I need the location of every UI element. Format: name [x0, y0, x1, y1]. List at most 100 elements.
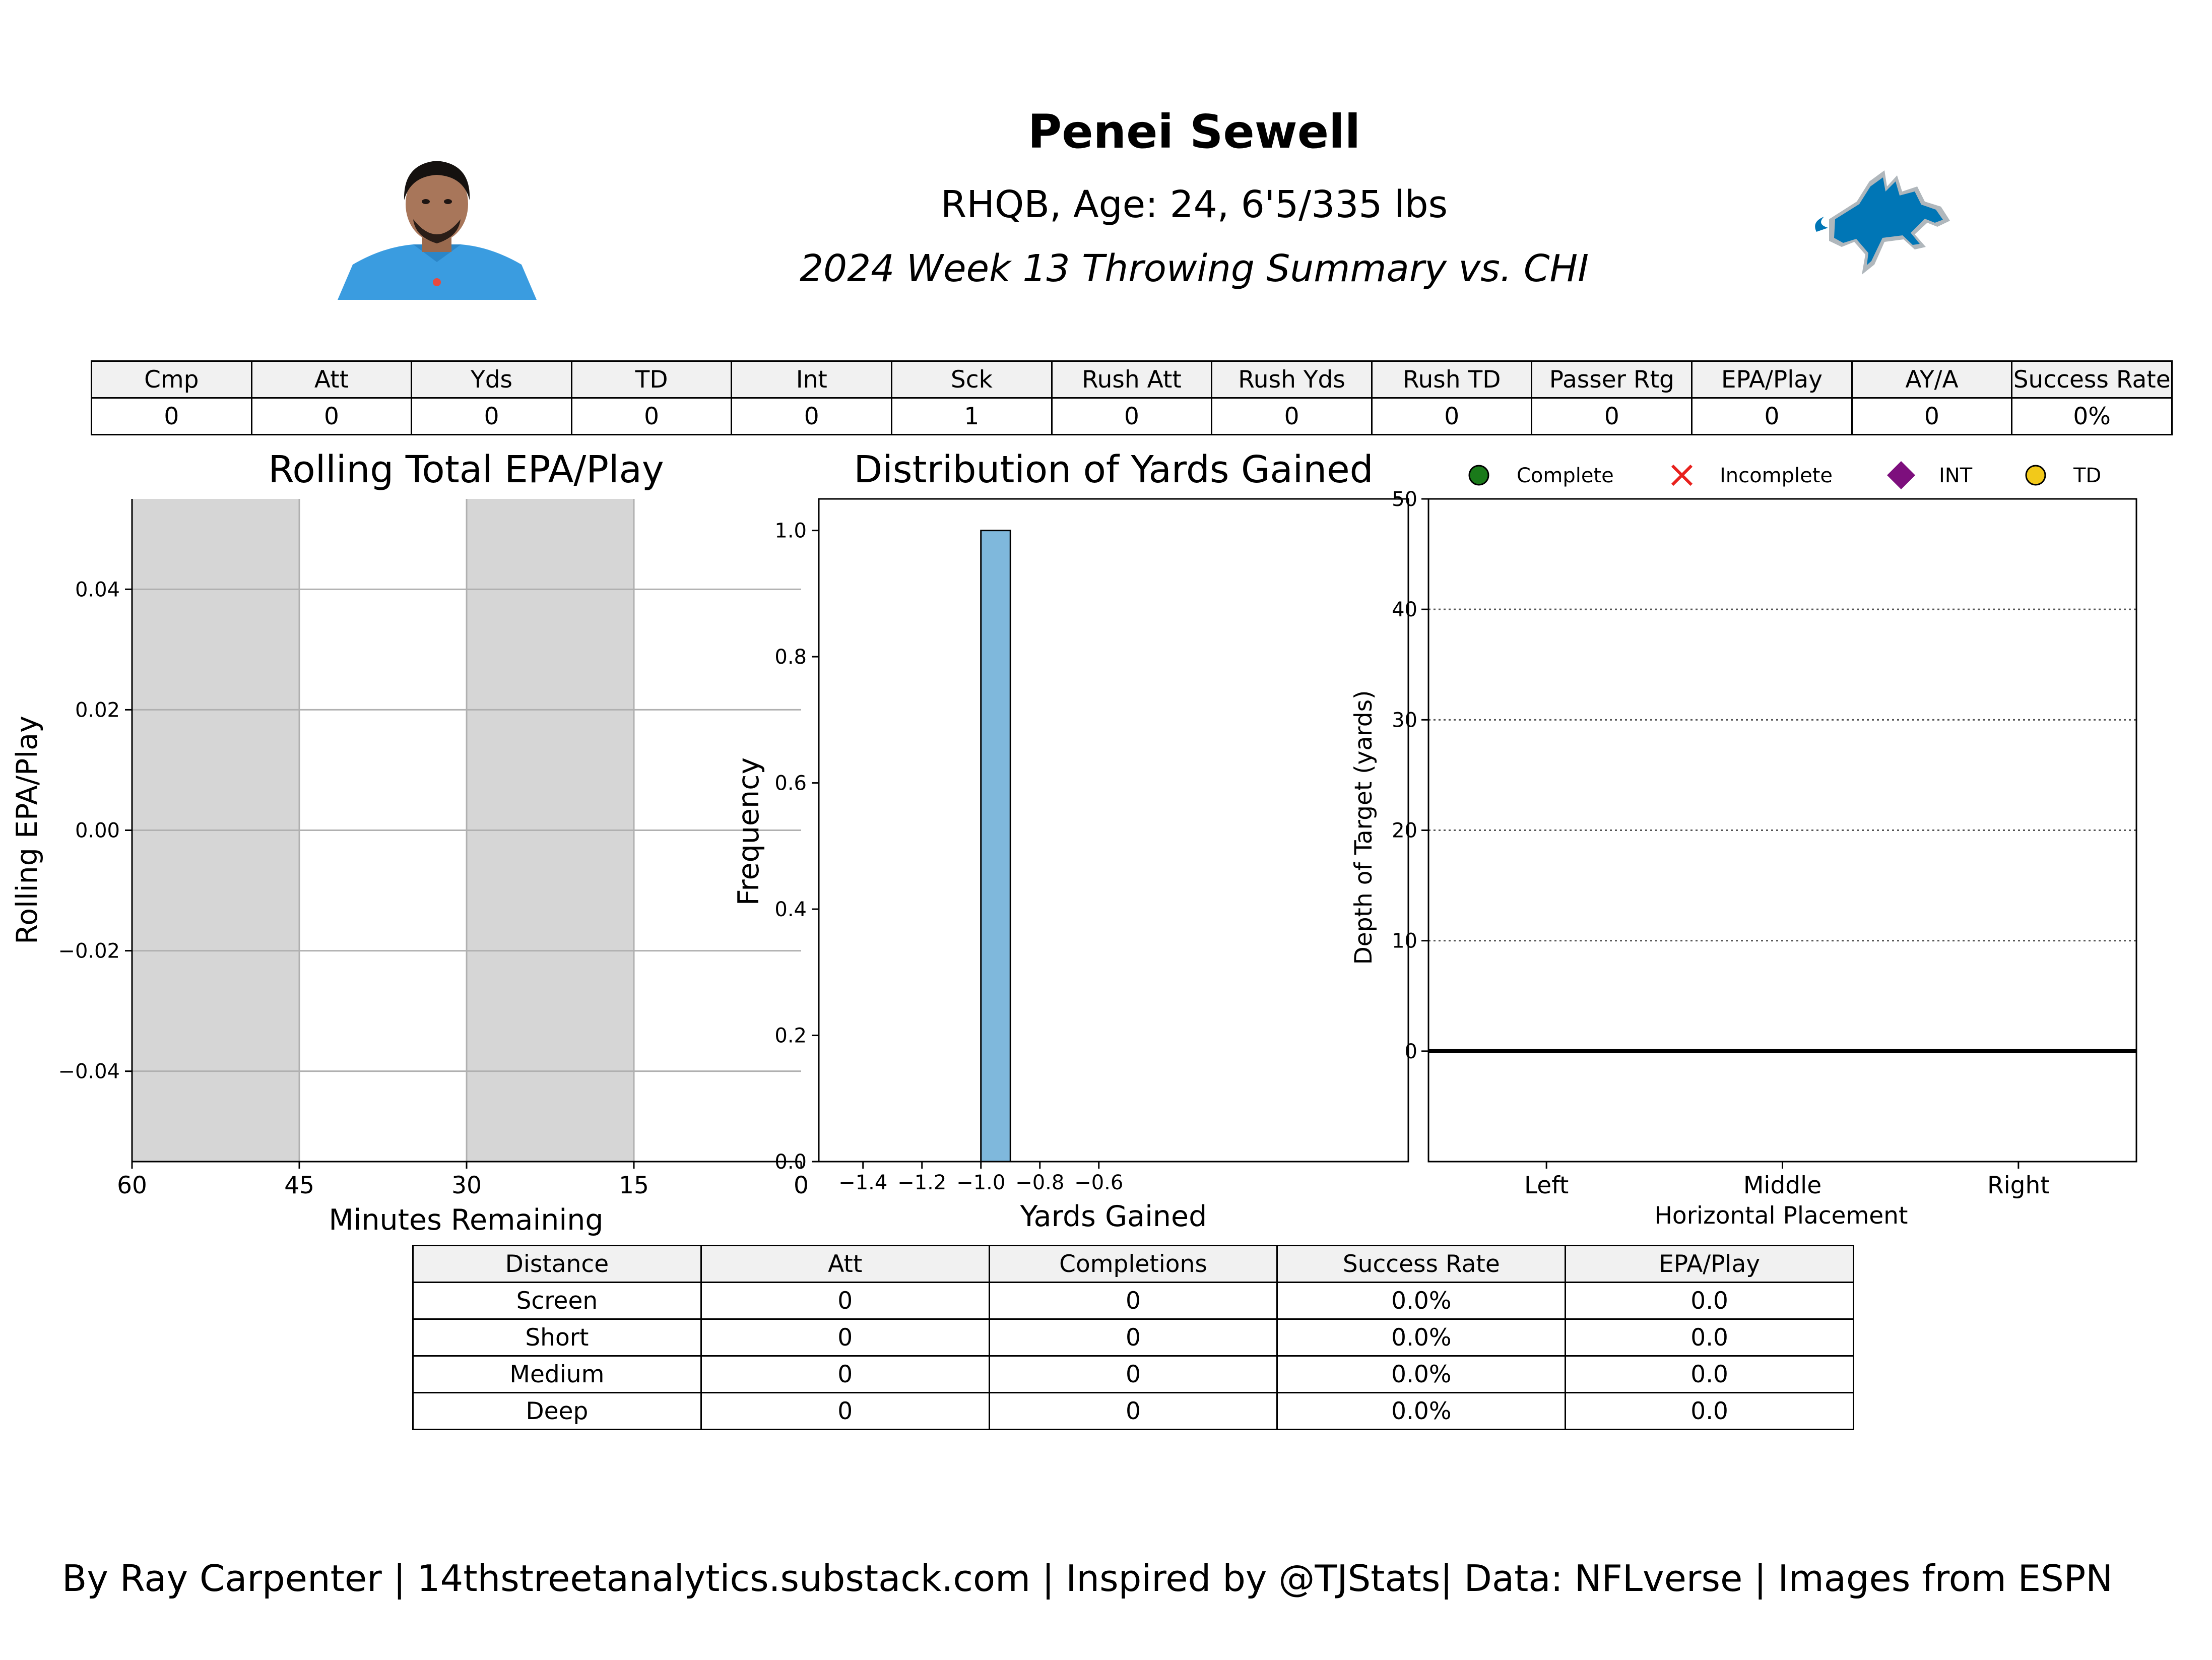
- distance-cell: 0: [700, 1318, 990, 1357]
- x-category-label: Right: [1987, 1172, 2050, 1199]
- footer-credits: By Ray Carpenter | 14thstreetanalytics.s…: [62, 1557, 2113, 1600]
- y-tick-label: 0.00: [75, 819, 120, 843]
- x-tick-label: −1.0: [956, 1171, 1005, 1194]
- legend-label: TD: [2073, 464, 2101, 487]
- summary-header-cell: EPA/Play: [1691, 360, 1853, 399]
- distance-header-cell: Distance: [412, 1245, 702, 1283]
- distance-cell: 0: [988, 1282, 1278, 1320]
- player-name: Penei Sewell: [1027, 105, 1361, 159]
- distance-cell: 0: [700, 1392, 990, 1430]
- y-tick-label: 0.2: [774, 1025, 807, 1048]
- distance-cell: 0: [988, 1318, 1278, 1357]
- y-tick-label: 20: [1392, 819, 1417, 843]
- x-tick-label: 0: [794, 1172, 809, 1199]
- summary-header-cell: Yds: [411, 360, 572, 399]
- distance-cell: Medium: [412, 1355, 702, 1393]
- summary-header-row: Cmp Att Yds TD Int Sck Rush Att Rush Yds Rush TD…: [91, 360, 2173, 399]
- summary-value-cell: 0: [1691, 397, 1853, 435]
- summary-value-cell: 0: [91, 397, 252, 435]
- distance-cell: Deep: [412, 1392, 702, 1430]
- distance-cell: Screen: [412, 1282, 702, 1320]
- summary-header-cell: TD: [570, 360, 733, 399]
- x-category-label: Middle: [1743, 1172, 1821, 1199]
- summary-value-cell: 0: [1531, 397, 1693, 435]
- y-tick-label: 10: [1392, 930, 1417, 953]
- summary-header-cell: Success Rate: [2011, 360, 2173, 399]
- y-tick-label: 1.0: [774, 520, 807, 543]
- summary-value-cell: 0: [1851, 397, 2013, 435]
- y-tick-label: 0.02: [75, 698, 120, 722]
- summary-value-cell: 0: [731, 397, 893, 435]
- distance-header-cell: Completions: [988, 1245, 1278, 1283]
- yards-distribution-chart: Distribution of Yards Gained Frequency Y…: [732, 448, 1409, 1233]
- summary-header-cell: Int: [731, 360, 893, 399]
- distance-cell: 0.0%: [1276, 1392, 1567, 1430]
- axis-frame: [131, 499, 801, 1163]
- distance-row: Screen 0 0 0.0% 0.0: [412, 1282, 1854, 1320]
- distance-cell: 0.0: [1565, 1318, 1854, 1357]
- y-tick-label: 0.0: [774, 1151, 807, 1174]
- summary-header-cell: Cmp: [91, 360, 252, 399]
- legend-marker-incomplete: [1671, 464, 1693, 486]
- distance-row: Medium 0 0 0.0% 0.0: [412, 1355, 1854, 1393]
- x-tick-label: −0.6: [1074, 1171, 1123, 1194]
- distance-cell: 0: [988, 1392, 1278, 1430]
- y-tick-label: 0.4: [774, 898, 807, 921]
- summary-value-cell: 1: [891, 397, 1053, 435]
- summary-header-cell: Passer Rtg: [1531, 360, 1693, 399]
- legend-marker-td: [2025, 465, 2046, 486]
- distance-cell: 0: [988, 1355, 1278, 1393]
- distance-cell: 0.0: [1565, 1282, 1854, 1320]
- summary-header-cell: AY/A: [1851, 360, 2013, 399]
- distance-cell: 0.0%: [1276, 1355, 1567, 1393]
- summary-title: 2024 Week 13 Throwing Summary vs. CHI: [799, 247, 1589, 290]
- summary-header-cell: Sck: [891, 360, 1053, 399]
- distribution-ylabel: Frequency: [732, 757, 765, 906]
- distance-row: Deep 0 0 0.0% 0.0: [412, 1392, 1854, 1430]
- axis-frame: [818, 498, 1409, 1163]
- legend-label: Complete: [1517, 464, 1614, 487]
- summary-value-cell: 0: [1371, 397, 1533, 435]
- target-depth-ylabel: Depth of Target (yards): [1350, 690, 1378, 965]
- x-tick-label: 60: [117, 1172, 147, 1199]
- x-tick-label: 15: [619, 1172, 649, 1199]
- rolling-epa-title: Rolling Total EPA/Play: [268, 448, 664, 491]
- histogram-bar: [980, 530, 1011, 1163]
- distance-cell: 0.0: [1565, 1392, 1854, 1430]
- summary-header-cell: Rush Att: [1051, 360, 1213, 399]
- y-tick-label: −0.02: [58, 940, 120, 963]
- summary-value-cell: 0: [250, 397, 413, 435]
- distance-cell: 0: [700, 1282, 990, 1320]
- lions-logo-icon: [1815, 170, 1950, 275]
- y-tick-label: 0.6: [774, 772, 807, 795]
- distance-cell: 0: [700, 1355, 990, 1393]
- x-tick-label: −1.2: [897, 1171, 946, 1194]
- y-tick-label: 50: [1392, 488, 1417, 511]
- summary-value-cell: 0: [570, 397, 733, 435]
- legend-marker-complete: [1468, 465, 1489, 486]
- summary-value-cell: 0: [411, 397, 572, 435]
- x-tick-label: 30: [451, 1172, 482, 1199]
- summary-value-cell: 0%: [2011, 397, 2173, 435]
- x-tick-label: −0.8: [1015, 1171, 1064, 1194]
- x-tick-label: −1.4: [838, 1171, 887, 1194]
- y-tick-label: 0.8: [774, 646, 807, 669]
- rolling-epa-chart: Rolling Total EPA/Play Rolling EPA/Play …: [11, 448, 809, 1237]
- summary-stats-table: Cmp Att Yds TD Int Sck Rush Att Rush Yds Rush TD…: [91, 360, 2173, 435]
- target-depth-chart: Depth of Target (yards) Horizontal Place…: [1350, 488, 2137, 1230]
- marker-legend: Complete Incomplete INT TD: [1468, 461, 2101, 489]
- x-tick-label: 45: [284, 1172, 314, 1199]
- legend-label: Incomplete: [1720, 464, 1833, 487]
- legend-label: INT: [1939, 464, 1973, 487]
- distance-header-cell: EPA/Play: [1565, 1245, 1854, 1283]
- distance-header-cell: Success Rate: [1276, 1245, 1567, 1283]
- y-tick-label: 30: [1392, 709, 1417, 732]
- distance-header-cell: Att: [700, 1245, 990, 1283]
- y-tick-label: −0.04: [58, 1060, 120, 1083]
- distance-cell: 0.0: [1565, 1355, 1854, 1393]
- summary-value-row: 0 0 0 0 0 1 0 0 0 0 0 0 0%: [91, 397, 2173, 435]
- rolling-epa-xlabel: Minutes Remaining: [329, 1203, 603, 1237]
- distance-header-row: Distance Att Completions Success Rate EPA/Pl…: [412, 1245, 1854, 1283]
- summary-header-cell: Rush Yds: [1211, 360, 1373, 399]
- distance-cell: 0.0%: [1276, 1282, 1567, 1320]
